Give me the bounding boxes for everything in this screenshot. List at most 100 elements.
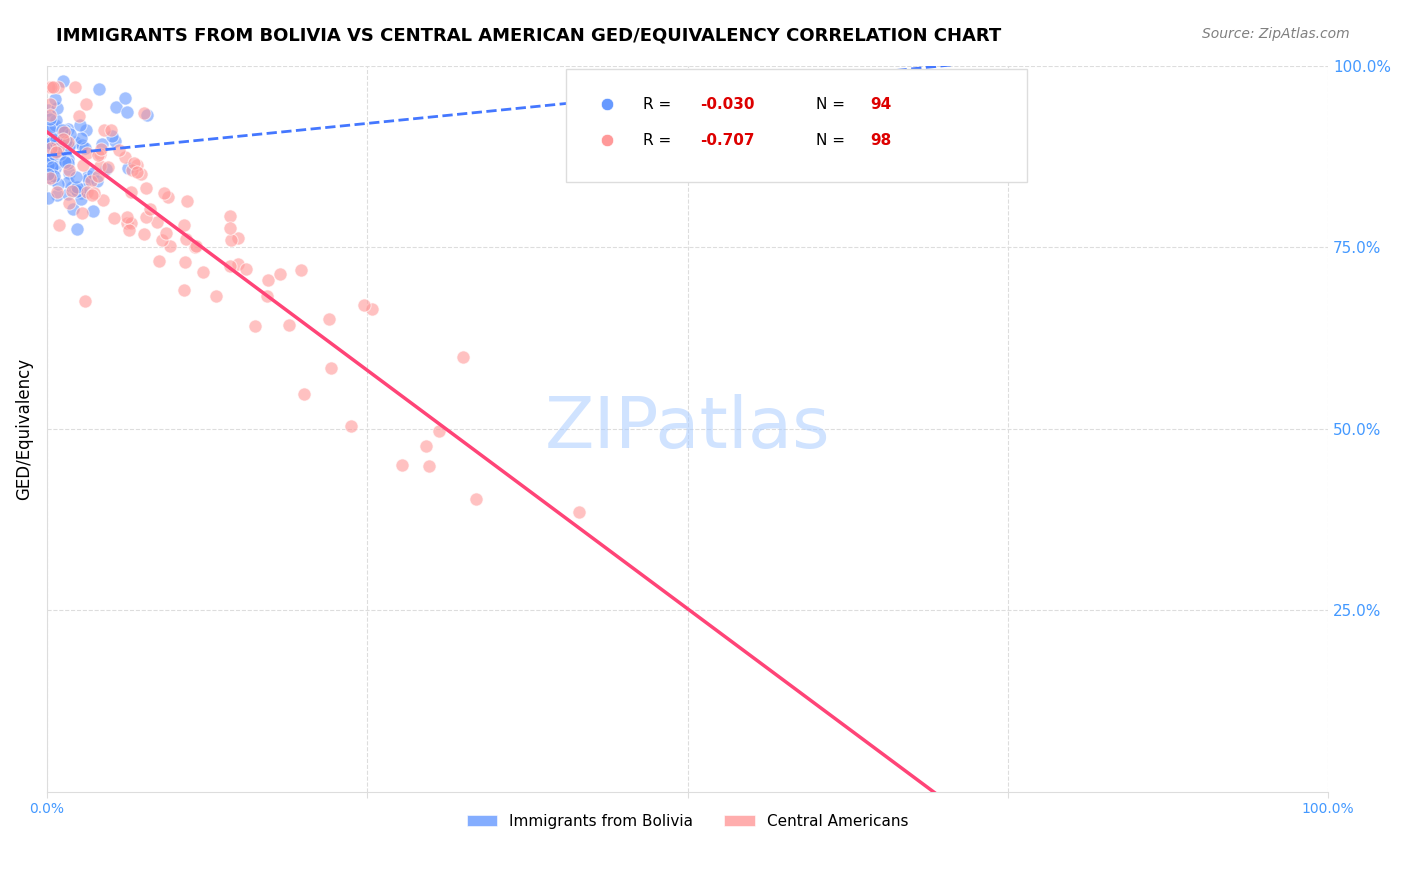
Point (67, 109, 90, 123)
Point (76, 185, 98, 199)
Point (87, 169, 110, 183)
Point (75, 96, 97, 111)
Text: -0.030: -0.030 (700, 96, 755, 112)
Point (129, 167, 152, 181)
Point (176, 194, 198, 208)
Point (48, 218, 70, 232)
Point (186, 239, 208, 253)
Point (134, 105, 156, 120)
Point (63, 182, 86, 196)
Text: 98: 98 (870, 133, 891, 148)
Point (120, 216, 142, 230)
Point (415, 439, 437, 453)
Point (80, 174, 103, 188)
Point (115, 210, 138, 224)
Point (173, 255, 195, 269)
Point (44, 91, 66, 105)
Text: R =: R = (643, 96, 676, 112)
Point (89, 159, 111, 173)
Point (44, 112, 66, 127)
Y-axis label: GED/Equivalency: GED/Equivalency (15, 358, 32, 500)
Point (290, 263, 312, 277)
Point (89, 146, 111, 161)
Point (42, 80, 65, 95)
Point (62, 202, 84, 216)
Point (104, 134, 127, 148)
Point (44, 169, 66, 183)
Point (73, 141, 96, 155)
Point (41, 140, 63, 154)
Point (353, 298, 375, 312)
Point (52, 124, 75, 138)
Point (41, 119, 63, 133)
Point (39, 122, 62, 136)
Point (53, 122, 76, 136)
Point (105, 100, 128, 114)
Point (58, 155, 80, 169)
Point (66, 184, 89, 198)
Point (114, 91, 136, 105)
Point (38, 136, 60, 150)
Text: Source: ZipAtlas.com: Source: ZipAtlas.com (1202, 27, 1350, 41)
Point (125, 165, 148, 179)
Point (46, 138, 69, 153)
Point (58, 195, 80, 210)
Point (127, 157, 149, 171)
Point (65, 136, 87, 150)
Point (91, 193, 114, 207)
Point (90, 142, 112, 156)
Point (117, 217, 139, 231)
Point (44, 132, 66, 146)
Point (155, 227, 177, 241)
Point (257, 273, 280, 287)
Point (124, 156, 146, 170)
Point (37, 151, 59, 165)
Point (318, 312, 340, 326)
Point (37, 138, 59, 153)
Point (121, 163, 143, 178)
Text: 94: 94 (870, 96, 891, 112)
Point (96, 160, 118, 174)
Point (58, 166, 80, 180)
Point (269, 267, 291, 281)
Point (38, 80, 60, 95)
Point (100, 128, 122, 143)
Point (37, 103, 59, 117)
Point (82, 165, 104, 179)
Point (83, 186, 105, 201)
Point (70, 193, 93, 207)
Text: R =: R = (643, 133, 676, 148)
Point (44, 161, 66, 176)
Point (46, 177, 69, 191)
Point (86, 174, 108, 188)
Point (156, 190, 179, 204)
Point (37, 167, 59, 181)
FancyBboxPatch shape (565, 70, 1026, 182)
Point (46, 146, 69, 161)
Point (340, 419, 363, 434)
Point (38, 139, 60, 153)
Point (60, 184, 83, 198)
Point (41, 161, 63, 175)
Point (45, 132, 67, 146)
Point (245, 319, 267, 334)
Point (37, 152, 59, 166)
Point (58, 139, 80, 153)
Point (108, 143, 131, 157)
Point (39, 80, 62, 95)
Point (173, 219, 195, 233)
Point (56, 152, 79, 166)
Point (52, 153, 75, 167)
Point (218, 221, 240, 235)
Point (58, 136, 80, 150)
Point (45, 145, 67, 160)
Point (159, 239, 181, 253)
Point (76, 172, 98, 186)
Point (38, 143, 60, 157)
Point (80, 188, 103, 202)
Point (72, 158, 94, 172)
Point (82, 203, 104, 218)
Point (39, 169, 62, 183)
Point (58, 162, 80, 177)
Point (39, 143, 62, 157)
